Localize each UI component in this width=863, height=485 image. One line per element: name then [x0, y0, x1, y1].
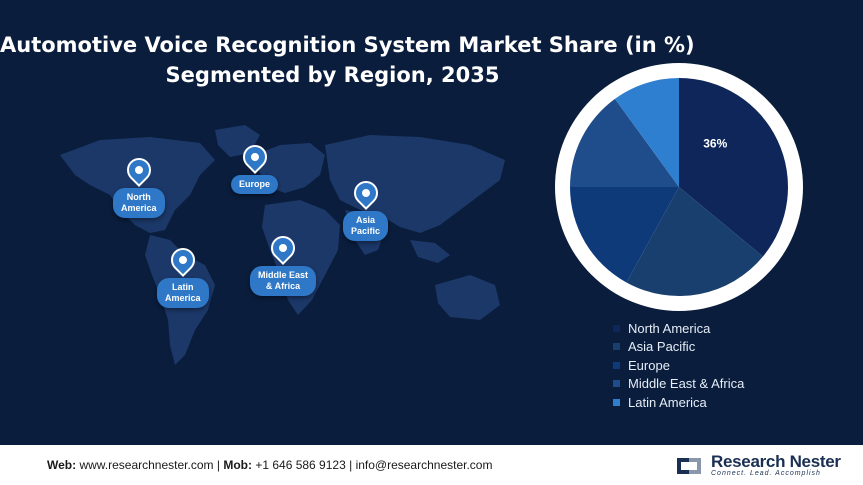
map-pin-icon [266, 231, 300, 265]
legend-swatch [613, 343, 620, 351]
chart-legend: North America Asia Pacific Europe Middle Ea… [613, 319, 744, 412]
legend-label: North America [628, 320, 711, 336]
phone-number: +1 646 586 9123 [255, 458, 346, 472]
title-line-2: Segmented by Region, 2035 [165, 63, 500, 87]
legend-item: Europe [613, 356, 744, 375]
legend-item: Asia Pacific [613, 338, 744, 357]
legend-swatch [613, 324, 620, 332]
pin-north-america[interactable]: North America [113, 153, 165, 218]
region-label-north-america: North America [113, 188, 165, 218]
legend-swatch [613, 361, 620, 369]
legend-label: Latin America [628, 394, 707, 410]
pie-slice-middle-east-africa[interactable] [570, 98, 679, 187]
logo-tagline: Connect. Lead. Accomplish [711, 470, 821, 477]
mob-label: Mob: [223, 458, 252, 472]
web-label: Web: [47, 458, 77, 472]
legend-label: Asia Pacific [628, 339, 696, 355]
infographic-canvas: Automotive Voice Recognition System Mark… [0, 0, 863, 445]
separator: | [216, 458, 220, 472]
research-nester-logo[interactable]: Research Nester Connect. Lead. Accomplis… [673, 453, 841, 478]
legend-item: North America [613, 319, 744, 338]
map-pin-icon [165, 243, 200, 277]
map-africa [262, 200, 340, 315]
pin-middle-east-africa[interactable]: Middle East & Africa [250, 231, 317, 296]
map-pin-icon [348, 176, 383, 210]
pie-slice-europe[interactable] [570, 187, 679, 283]
region-label-asia-pacific: Asia Pacific [343, 211, 389, 241]
pie-data-label: 36% [703, 136, 727, 150]
separator: | [349, 458, 353, 472]
legend-label: Europe [628, 357, 670, 373]
legend-item: Latin America [613, 393, 744, 412]
pin-latin-america[interactable]: Latin America [157, 243, 209, 308]
pin-asia-pacific[interactable]: Asia Pacific [343, 176, 389, 241]
web-link[interactable]: www.researchnester.com [79, 458, 214, 472]
footer-contact: Web: www.researchnester.com | Mob: +1 64… [47, 458, 492, 472]
email-link[interactable]: info@researchnester.com [355, 458, 493, 472]
footer-bar: Web: www.researchnester.com | Mob: +1 64… [0, 445, 863, 485]
map-australia [435, 275, 500, 320]
pin-europe[interactable]: Europe [231, 140, 279, 194]
title-line-1: Automotive Voice Recognition System Mark… [0, 33, 695, 57]
region-label-europe: Europe [231, 175, 279, 194]
map-pin-icon [121, 153, 156, 187]
chart-title: Automotive Voice Recognition System Mark… [0, 30, 695, 90]
map-pin-icon [237, 140, 272, 174]
legend-swatch [613, 380, 620, 388]
map-se-asia [410, 240, 450, 263]
legend-swatch [613, 398, 620, 406]
pie-slice-north-america[interactable] [679, 78, 788, 257]
pie-data-labels: 36% [703, 136, 727, 150]
logo-mark-icon [673, 455, 705, 477]
region-label-latin-america: Latin America [157, 278, 209, 308]
map-asia [325, 135, 505, 233]
pie-slice-asia-pacific[interactable] [626, 187, 763, 296]
pie-chart: 36% [555, 63, 803, 311]
legend-item: Middle East & Africa [613, 375, 744, 394]
legend-label: Middle East & Africa [628, 376, 745, 392]
pie-slice-latin-america[interactable] [614, 78, 679, 187]
logo-name: Research Nester [711, 452, 841, 471]
region-label-middle-east-africa: Middle East & Africa [250, 266, 317, 296]
pie-slices [570, 78, 788, 296]
